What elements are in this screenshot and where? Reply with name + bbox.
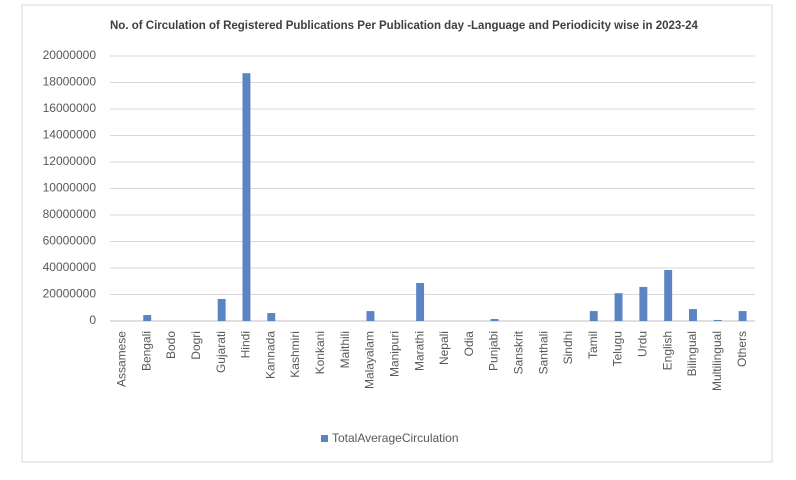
bar <box>738 311 747 321</box>
legend-label: TotalAverageCirculation <box>332 431 459 445</box>
x-tick-label: Bodo <box>164 331 178 359</box>
x-tick-label: Hindi <box>239 331 253 358</box>
y-tick-label: 40000000 <box>43 260 97 274</box>
x-tick-label: Bengali <box>139 331 153 371</box>
x-tick-label: Telugu <box>611 331 625 366</box>
x-tick-label: Kashmiri <box>288 331 302 378</box>
y-tick-label: 16000000 <box>43 101 97 115</box>
legend-swatch <box>321 435 328 442</box>
y-tick-label: 20000000 <box>43 287 97 301</box>
x-tick-label: Odia <box>462 331 476 357</box>
bar <box>713 319 722 321</box>
x-tick-label: Bilingual <box>685 331 699 376</box>
y-tick-label: 18000000 <box>43 75 97 89</box>
x-tick-label: Others <box>735 331 749 367</box>
chart-frame <box>21 4 773 463</box>
bar <box>267 313 276 321</box>
x-tick-label: Konkani <box>313 331 327 374</box>
bar <box>366 311 375 321</box>
y-tick-label: 60000000 <box>43 234 97 248</box>
x-tick-label: Malayalam <box>363 331 377 389</box>
x-tick-label: Santhali <box>536 331 550 374</box>
bar <box>589 311 598 321</box>
x-tick-label: Manipuri <box>387 331 401 377</box>
bar <box>614 293 623 321</box>
x-tick-label: English <box>660 331 674 370</box>
x-tick-label: Sanskrit <box>511 330 525 374</box>
x-tick-label: Multilingual <box>710 331 724 391</box>
x-tick-label: Gujarati <box>214 331 228 373</box>
y-tick-label: 10000000 <box>43 181 97 195</box>
x-tick-label: Kannada <box>263 331 277 379</box>
y-tick-label: 14000000 <box>43 128 97 142</box>
bar <box>689 309 697 321</box>
bar <box>416 282 425 321</box>
chart-title: No. of Circulation of Registered Publica… <box>110 20 699 32</box>
x-tick-label: Nepali <box>437 331 451 365</box>
x-tick-label: Assamese <box>115 331 129 387</box>
bar <box>664 269 673 321</box>
x-tick-label: Sindhi <box>561 331 575 364</box>
bar <box>490 319 499 321</box>
bar <box>217 299 226 321</box>
y-tick-label: 20000000 <box>43 48 97 62</box>
bar <box>242 73 251 321</box>
y-tick-label: 80000000 <box>43 207 97 221</box>
bar <box>639 286 648 321</box>
y-tick-label: 12000000 <box>43 154 97 168</box>
x-tick-label: Maithili <box>338 331 352 368</box>
x-tick-label: Urdu <box>636 331 650 357</box>
y-tick-label: 0 <box>89 313 96 327</box>
x-tick-label: Marathi <box>412 331 426 371</box>
x-tick-label: Dogri <box>189 331 203 360</box>
x-tick-label: Punjabi <box>487 331 501 371</box>
x-tick-label: Tamil <box>586 331 600 359</box>
bar <box>143 315 152 321</box>
